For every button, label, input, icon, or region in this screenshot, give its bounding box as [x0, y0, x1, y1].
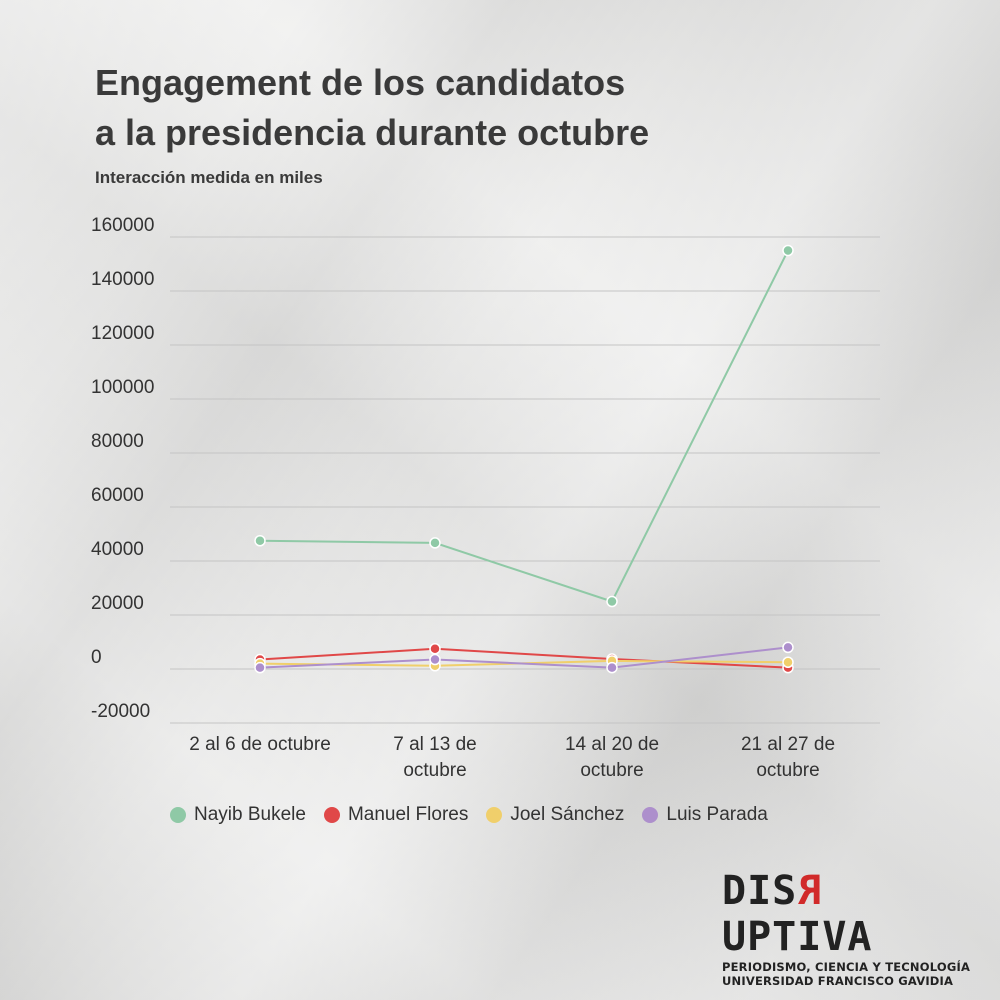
title-line-1: Engagement de los candidatos	[95, 62, 626, 103]
series-lines	[259, 250, 789, 669]
data-point	[429, 653, 441, 666]
y-tick-label: 120000	[91, 323, 154, 344]
data-point	[254, 535, 266, 547]
data-point	[782, 244, 794, 257]
title-line-2: a la presidencia durante octubre	[95, 112, 650, 153]
legend-item: Luis Parada	[642, 804, 768, 826]
data-point	[782, 656, 794, 668]
series-line	[259, 647, 789, 669]
x-category-label: 7 al 13 de	[393, 734, 476, 755]
y-tick-label: 20000	[91, 593, 144, 614]
data-point	[254, 661, 266, 674]
legend-label: Manuel Flores	[347, 804, 469, 825]
legend-label: Joel Sánchez	[510, 804, 625, 825]
series-points	[254, 244, 794, 674]
x-category-label: 14 al 20 de	[565, 734, 659, 755]
chart-legend: Nayib Bukele Manuel Flores Joel Sánchez Lui…	[170, 804, 768, 826]
series-line	[259, 646, 789, 669]
legend-swatch	[642, 807, 659, 823]
y-tick-label: 40000	[91, 539, 144, 560]
data-point	[606, 595, 618, 608]
y-tick-label: 100000	[91, 377, 154, 398]
chart-subtitle: Interacción medida en miles	[95, 168, 323, 187]
logo-tagline-2: UNIVERSIDAD FRANCISCO GAVIDIA	[722, 974, 954, 988]
y-tick-label: -20000	[91, 701, 150, 722]
data-point	[429, 643, 441, 655]
y-tick-label: 160000	[91, 215, 154, 236]
legend-item: Manuel Flores	[323, 804, 469, 826]
y-axis-ticks: -20000 0 20000 40000 60000 80000 100000 120000 1…	[91, 215, 154, 722]
x-axis-labels: 2 al 6 de octubre 7 al 13 de octubre 14 al …	[189, 734, 835, 781]
y-tick-label: 0	[91, 647, 102, 668]
grid-lines	[170, 236, 880, 724]
y-tick-label: 80000	[91, 431, 144, 452]
x-category-label: 21 al 27 de	[741, 734, 835, 755]
legend-swatch	[486, 807, 503, 823]
x-category-label: octubre	[403, 760, 466, 781]
x-category-label: octubre	[580, 760, 643, 781]
y-tick-label: 60000	[91, 485, 144, 506]
legend-label: Luis Parada	[666, 804, 768, 825]
x-category-label: octubre	[756, 760, 819, 781]
legend-label: Nayib Bukele	[194, 804, 306, 825]
legend-swatch	[170, 807, 186, 823]
data-point	[429, 537, 441, 549]
legend-item: Nayib Bukele	[170, 804, 306, 826]
legend-item: Joel Sánchez	[486, 804, 624, 826]
data-point	[782, 641, 794, 654]
logo-wordmark: DISRUPTIVA	[722, 868, 873, 960]
logo-tagline-1: PERIODISMO, CIENCIA Y TECNOLOGÍA	[722, 960, 971, 974]
series-line	[259, 250, 789, 603]
chart-title: Engagement de los candidatos a la presid…	[95, 58, 895, 158]
disruptiva-logo: DISRUPTIVA PERIODISMO, CIENCIA Y TECNOLO…	[722, 868, 971, 988]
x-category-label: 2 al 6 de octubre	[189, 734, 331, 755]
legend-swatch	[323, 807, 340, 823]
data-point	[606, 661, 618, 674]
y-tick-label: 140000	[91, 269, 154, 290]
